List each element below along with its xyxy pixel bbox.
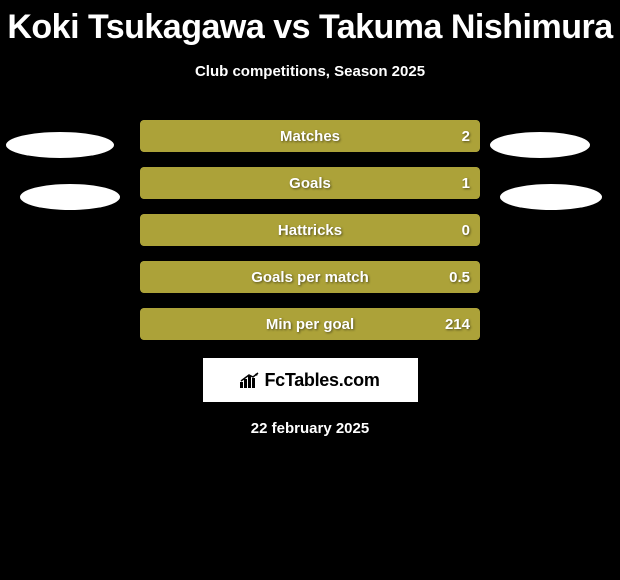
bar-label: Min per goal bbox=[266, 316, 354, 333]
date-text: 22 february 2025 bbox=[0, 420, 620, 437]
bar-label: Goals per match bbox=[251, 269, 369, 286]
chart-area: Matches 2 Goals 1 Hattricks 0 Goals per … bbox=[0, 120, 620, 350]
bar-label: Hattricks bbox=[278, 222, 342, 239]
stat-bar-goals-per-match: Goals per match 0.5 bbox=[140, 261, 480, 293]
bar-value: 1 bbox=[462, 175, 470, 192]
bar-value: 214 bbox=[445, 316, 470, 333]
comparison-title: Koki Tsukagawa vs Takuma Nishimura bbox=[0, 0, 620, 47]
logo-box: FcTables.com bbox=[203, 358, 418, 402]
player-left-ellipse-2 bbox=[20, 184, 120, 210]
bar-value: 2 bbox=[462, 128, 470, 145]
stat-bar-goals: Goals 1 bbox=[140, 167, 480, 199]
bar-value: 0 bbox=[462, 222, 470, 239]
player-left-ellipse-1 bbox=[6, 132, 114, 158]
stat-bar-min-per-goal: Min per goal 214 bbox=[140, 308, 480, 340]
player-right-ellipse-2 bbox=[500, 184, 602, 210]
bar-label: Goals bbox=[289, 175, 331, 192]
stat-bar-hattricks: Hattricks 0 bbox=[140, 214, 480, 246]
comparison-subtitle: Club competitions, Season 2025 bbox=[0, 63, 620, 80]
bar-label: Matches bbox=[280, 128, 340, 145]
stat-bar-matches: Matches 2 bbox=[140, 120, 480, 152]
chart-icon bbox=[240, 372, 260, 388]
player-right-ellipse-1 bbox=[490, 132, 590, 158]
bar-value: 0.5 bbox=[449, 269, 470, 286]
bars-container: Matches 2 Goals 1 Hattricks 0 Goals per … bbox=[140, 120, 480, 355]
logo-text: FcTables.com bbox=[264, 370, 379, 391]
